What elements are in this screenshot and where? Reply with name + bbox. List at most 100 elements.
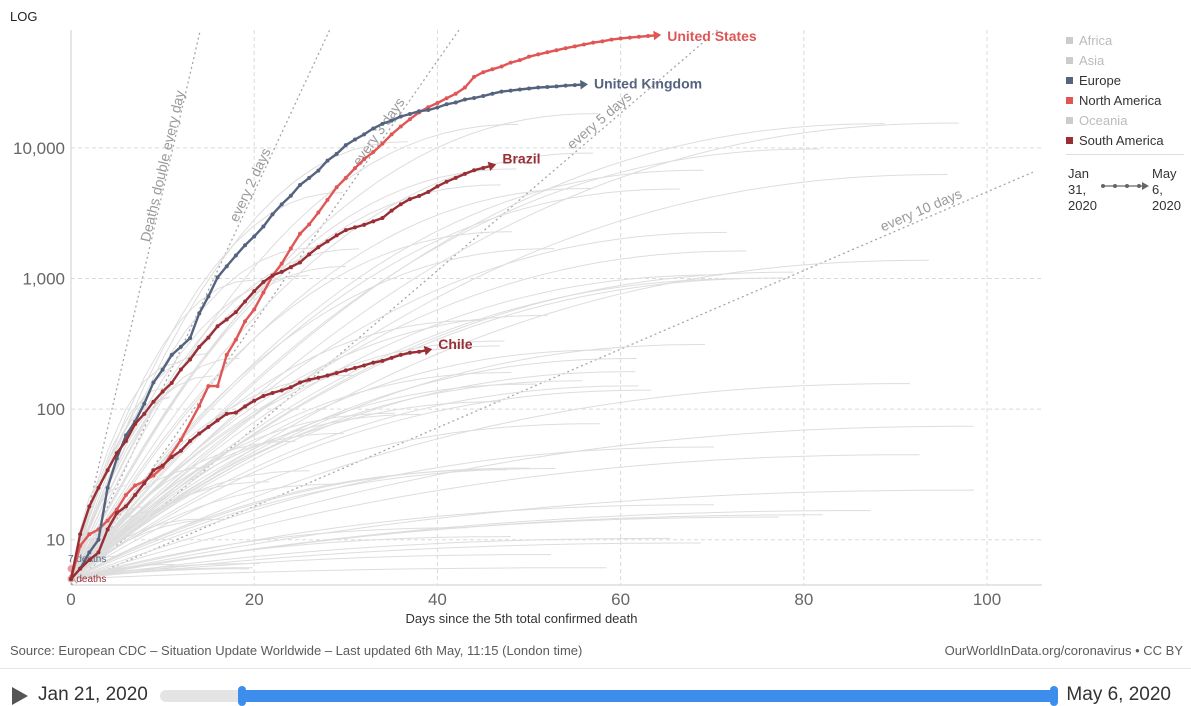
legend-item-north-america[interactable]: North America: [1066, 90, 1164, 110]
legend-item-asia[interactable]: Asia: [1066, 50, 1164, 70]
data-point: [288, 246, 293, 251]
data-point: [545, 50, 550, 55]
data-point: [87, 504, 92, 509]
data-point: [453, 91, 458, 96]
data-point: [499, 89, 504, 94]
data-point: [206, 384, 211, 389]
data-point: [233, 410, 238, 415]
legend-item-europe[interactable]: Europe: [1066, 70, 1164, 90]
data-point: [563, 46, 568, 51]
legend-item-south-america[interactable]: South America: [1066, 130, 1164, 150]
data-point: [325, 197, 330, 202]
data-point: [151, 380, 156, 385]
data-point: [517, 58, 522, 63]
data-point: [197, 345, 202, 350]
background-country-line: [71, 148, 820, 580]
x-tick-label: 80: [794, 590, 813, 609]
data-point: [343, 228, 348, 233]
data-point: [270, 390, 275, 395]
timeline-slider[interactable]: [160, 686, 1058, 706]
data-point: [298, 183, 303, 188]
reference-line: [71, 29, 719, 585]
data-point: [197, 403, 202, 408]
data-point: [243, 299, 248, 304]
data-point: [151, 473, 156, 478]
data-point: [453, 175, 458, 180]
series-arrowhead: [423, 345, 433, 356]
legend-time-end: May 6, 2020: [1152, 166, 1181, 214]
data-point: [206, 424, 211, 429]
background-country-line: [71, 113, 598, 580]
data-point: [472, 168, 477, 173]
data-point: [316, 168, 321, 173]
data-point: [462, 171, 467, 176]
data-point: [352, 225, 357, 230]
data-point: [270, 212, 275, 217]
data-point: [178, 344, 183, 349]
background-country-line: [71, 568, 250, 580]
x-axis-label: Days since the 5th total confirmed death: [406, 611, 638, 626]
background-country-line: [71, 554, 551, 580]
data-point: [435, 184, 440, 189]
background-country-line: [71, 537, 671, 580]
data-point: [508, 88, 513, 93]
timeline-slider-fill: [242, 690, 1054, 702]
legend-item-africa[interactable]: Africa: [1066, 30, 1164, 50]
timeline-handle-start[interactable]: [238, 686, 247, 706]
data-point: [316, 245, 321, 250]
data-point: [325, 158, 330, 163]
series-label: United Kingdom: [594, 76, 702, 92]
data-point: [87, 550, 92, 555]
data-point: [407, 350, 412, 355]
data-point: [197, 311, 202, 316]
background-country-line: [71, 271, 794, 580]
data-point: [389, 132, 394, 137]
data-point: [646, 33, 651, 38]
data-point: [252, 398, 257, 403]
data-point: [288, 265, 293, 270]
reference-line-label: every 3 days: [349, 94, 408, 168]
background-country-line: [71, 123, 519, 580]
data-point: [261, 224, 266, 229]
data-point: [417, 349, 422, 354]
data-point: [78, 532, 83, 537]
data-point: [270, 273, 275, 278]
data-point: [123, 439, 128, 444]
legend-time-start: Jan 31, 2020: [1068, 166, 1097, 214]
background-country-line: [71, 514, 823, 580]
data-point: [279, 261, 284, 266]
data-point: [114, 507, 119, 512]
data-point: [206, 335, 211, 340]
y-tick-label: 10,000: [13, 139, 65, 158]
data-point: [69, 577, 73, 582]
legend: Africa Asia Europe North America Oceania…: [1066, 30, 1164, 150]
data-point: [435, 100, 440, 105]
data-point: [380, 141, 385, 146]
data-point: [78, 566, 83, 571]
data-point: [224, 264, 229, 269]
data-point: [508, 60, 513, 65]
data-point: [224, 411, 229, 416]
data-point: [142, 481, 147, 486]
data-point: [188, 357, 193, 362]
data-point: [636, 34, 641, 39]
data-point: [298, 380, 303, 385]
play-icon[interactable]: [12, 687, 28, 705]
legend-item-oceania[interactable]: Oceania: [1066, 110, 1164, 130]
data-point: [142, 401, 147, 406]
data-point: [371, 360, 376, 365]
background-country-line: [71, 385, 172, 580]
timeline-handle-end[interactable]: [1050, 686, 1058, 706]
background-country-line: [71, 468, 556, 580]
data-point: [472, 96, 477, 101]
data-point: [307, 175, 312, 180]
footer-credit[interactable]: OurWorldInData.org/coronavirus • CC BY: [944, 643, 1183, 658]
background-country-line: [71, 425, 974, 580]
background-country-line: [71, 344, 705, 580]
data-point: [371, 219, 376, 224]
background-country-line: [71, 385, 639, 580]
data-point: [563, 83, 568, 88]
data-point: [252, 289, 257, 294]
scale-toggle-log[interactable]: LOG: [10, 9, 38, 24]
data-point: [371, 126, 376, 131]
